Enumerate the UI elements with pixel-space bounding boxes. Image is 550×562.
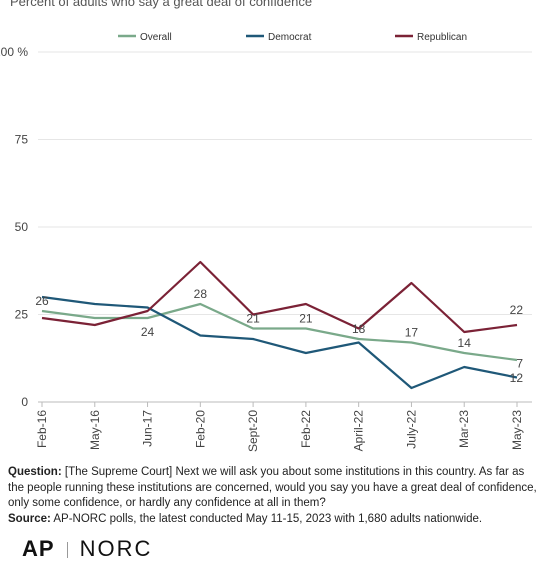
data-label: 14 (458, 336, 472, 350)
series-line (41, 302, 518, 362)
x-tick-label: Feb-20 (193, 410, 207, 448)
x-tick-label: May-16 (88, 410, 102, 450)
y-tick-label: 25 (15, 308, 29, 322)
question-text: [The Supreme Court] Next we will ask you… (8, 466, 537, 509)
x-tick-label: May-23 (510, 410, 524, 450)
data-label: 22 (510, 303, 524, 317)
ap-logo: AP (22, 536, 55, 561)
source-label: Source: (8, 512, 51, 525)
x-tick-label: Feb-22 (299, 410, 313, 448)
chart-subtitle: Percent of adults who say a great deal o… (10, 0, 313, 9)
series-line (41, 295, 518, 390)
x-tick-label: Mar-23 (457, 410, 471, 448)
norc-logo: NORC (79, 536, 153, 561)
y-tick-label: 75 (15, 133, 29, 147)
y-tick-label: 100 % (0, 45, 28, 59)
question-label: Question: (8, 466, 62, 478)
logo-divider (66, 542, 68, 559)
data-label: 26 (35, 294, 49, 308)
data-label: 18 (352, 322, 366, 336)
y-tick-label: 0 (21, 395, 28, 409)
y-tick-label: 50 (15, 220, 29, 234)
x-tick-label: July-22 (404, 410, 418, 449)
data-label: 24 (141, 325, 155, 339)
x-tick-label: Jun-17 (141, 410, 155, 447)
data-label: 21 (246, 312, 260, 326)
data-label: 7 (516, 357, 523, 371)
series-line (41, 260, 518, 334)
legend-label: Republican (417, 32, 467, 43)
legend-label: Overall (140, 32, 172, 43)
x-tick-label: Sept-20 (246, 410, 260, 452)
logo-bar: AP NORC (22, 536, 152, 562)
x-tick-label: Feb-16 (35, 410, 49, 448)
footnote: Question: [The Supreme Court] Next we wi… (8, 465, 540, 527)
data-label: 28 (194, 287, 208, 301)
data-label: 17 (405, 326, 419, 340)
data-label: 21 (299, 312, 313, 326)
data-label: 12 (510, 371, 524, 385)
source-text: AP-NORC polls, the latest conducted May … (53, 512, 483, 525)
legend-label: Democrat (268, 32, 312, 43)
x-tick-label: April-22 (352, 410, 366, 452)
line-chart: 0 25 50 75 100 % Feb-16 May-16 Jun-17 Feb-20 Sept… (0, 32, 532, 452)
